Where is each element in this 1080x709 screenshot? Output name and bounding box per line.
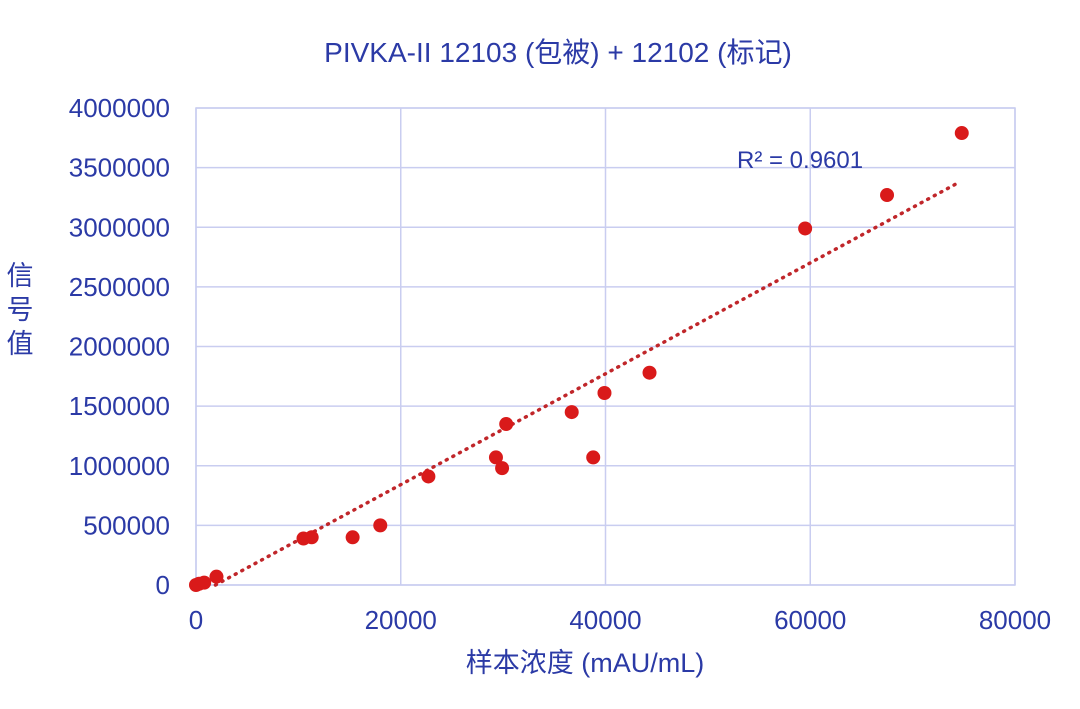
data-point — [564, 405, 579, 420]
trendline-group — [213, 180, 962, 587]
x-tick-label: 80000 — [979, 605, 1051, 635]
data-point — [954, 126, 969, 141]
y-tick-label: 4000000 — [69, 93, 170, 123]
y-axis-title: 信号值 — [7, 261, 34, 359]
grid — [195, 107, 1016, 586]
data-point — [798, 221, 813, 236]
x-tick-label: 40000 — [569, 605, 641, 635]
y-tick-label: 0 — [156, 570, 170, 600]
x-tick-labels: 0 20000 40000 60000 80000 — [189, 605, 1051, 635]
chart-title: PIVKA-II 12103 (包被) + 12102 (标记) — [324, 37, 792, 68]
data-point — [880, 188, 895, 203]
data-point — [345, 530, 360, 545]
data-point — [421, 469, 436, 484]
trendline — [213, 180, 962, 587]
y-tick-label: 1000000 — [69, 451, 170, 481]
r-squared-label: R² = 0.9601 — [737, 147, 863, 174]
y-tick-label: 2500000 — [69, 272, 170, 302]
data-point — [488, 450, 503, 465]
data-point — [642, 365, 657, 380]
y-tick-label: 3500000 — [69, 153, 170, 183]
y-tick-label: 3000000 — [69, 212, 170, 242]
data-point — [197, 575, 212, 590]
data-points — [189, 126, 969, 592]
y-tick-labels: 0 500000 1000000 1500000 2000000 2500000 30000… — [69, 93, 170, 600]
data-point — [499, 417, 514, 432]
data-point — [304, 530, 319, 545]
x-tick-label: 20000 — [365, 605, 437, 635]
y-tick-label: 500000 — [83, 510, 170, 540]
data-point — [209, 569, 224, 584]
y-tick-label: 1500000 — [69, 391, 170, 421]
x-tick-label: 0 — [189, 605, 203, 635]
y-tick-label: 2000000 — [69, 332, 170, 362]
data-point — [586, 450, 601, 465]
data-point — [597, 386, 612, 401]
plot-area-frame — [195, 107, 1016, 586]
x-tick-label: 60000 — [774, 605, 846, 635]
data-point — [373, 518, 388, 533]
data-point — [495, 461, 510, 476]
x-axis-title: 样本浓度 (mAU/mL) — [466, 648, 705, 678]
